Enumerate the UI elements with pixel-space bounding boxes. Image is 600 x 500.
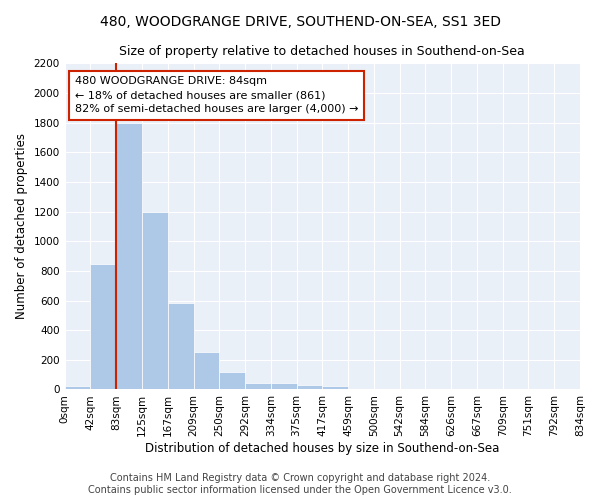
Text: Contains HM Land Registry data © Crown copyright and database right 2024.
Contai: Contains HM Land Registry data © Crown c… bbox=[88, 474, 512, 495]
Bar bbox=[91, 264, 116, 390]
Bar bbox=[271, 383, 296, 390]
Bar bbox=[65, 386, 91, 390]
X-axis label: Distribution of detached houses by size in Southend-on-Sea: Distribution of detached houses by size … bbox=[145, 442, 500, 455]
Bar bbox=[142, 212, 168, 390]
Bar bbox=[168, 304, 193, 390]
Text: 480 WOODGRANGE DRIVE: 84sqm
← 18% of detached houses are smaller (861)
82% of se: 480 WOODGRANGE DRIVE: 84sqm ← 18% of det… bbox=[75, 76, 358, 114]
Bar bbox=[245, 383, 271, 390]
Y-axis label: Number of detached properties: Number of detached properties bbox=[15, 134, 28, 320]
Bar bbox=[116, 122, 142, 390]
Bar bbox=[219, 372, 245, 390]
Bar bbox=[322, 386, 348, 390]
Text: 480, WOODGRANGE DRIVE, SOUTHEND-ON-SEA, SS1 3ED: 480, WOODGRANGE DRIVE, SOUTHEND-ON-SEA, … bbox=[100, 15, 500, 29]
Title: Size of property relative to detached houses in Southend-on-Sea: Size of property relative to detached ho… bbox=[119, 45, 525, 58]
Bar bbox=[193, 352, 219, 390]
Bar bbox=[296, 385, 322, 390]
